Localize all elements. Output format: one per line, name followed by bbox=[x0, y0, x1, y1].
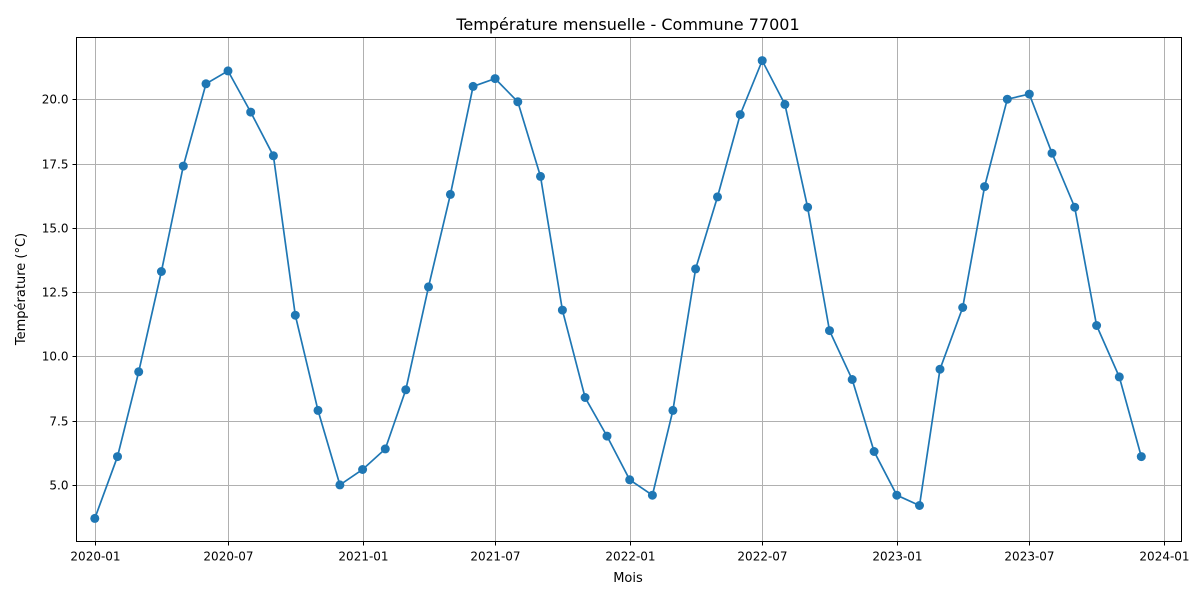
x-tick-label: 2020-07 bbox=[203, 550, 253, 564]
data-point bbox=[424, 282, 433, 292]
y-tick-label: 15.0 bbox=[42, 222, 69, 236]
x-tick-label: 2022-01 bbox=[605, 550, 655, 564]
data-point bbox=[223, 66, 233, 76]
data-point bbox=[490, 74, 500, 84]
y-tick-label: 17.5 bbox=[42, 158, 69, 172]
data-point bbox=[290, 310, 300, 320]
data-point bbox=[557, 305, 567, 315]
y-tick-label: 10.0 bbox=[42, 350, 69, 364]
data-point bbox=[156, 267, 166, 276]
data-point bbox=[1024, 89, 1034, 99]
data-point bbox=[915, 501, 924, 510]
data-point bbox=[313, 405, 323, 415]
data-point bbox=[1136, 452, 1146, 462]
chart-title: Température mensuelle - Commune 77001 bbox=[455, 15, 799, 34]
data-point bbox=[1002, 94, 1012, 104]
data-point bbox=[380, 444, 390, 454]
data-point bbox=[1092, 321, 1102, 330]
y-axis-label: Température (°C) bbox=[14, 233, 29, 346]
data-point bbox=[90, 513, 100, 523]
data-point bbox=[825, 326, 834, 336]
y-tick-label: 20.0 bbox=[42, 93, 69, 107]
data-point bbox=[1070, 202, 1080, 212]
data-point bbox=[803, 202, 813, 212]
x-tick-label: 2022-07 bbox=[737, 550, 787, 564]
x-tick-label: 2020-01 bbox=[70, 550, 120, 564]
data-point bbox=[513, 97, 523, 107]
data-point bbox=[892, 490, 902, 500]
data-point bbox=[580, 393, 590, 402]
x-tick-label: 2021-07 bbox=[470, 550, 520, 564]
data-point bbox=[178, 161, 188, 171]
temperature-line bbox=[94, 58, 1143, 519]
data-point bbox=[335, 480, 345, 490]
data-point bbox=[780, 99, 790, 109]
data-point bbox=[358, 465, 368, 474]
data-point bbox=[1114, 372, 1124, 382]
data-point bbox=[268, 151, 278, 161]
data-point bbox=[401, 385, 411, 395]
y-tick-label: 5.0 bbox=[49, 479, 68, 493]
data-point bbox=[113, 452, 122, 462]
x-tick-label: 2021-01 bbox=[338, 550, 388, 564]
data-point bbox=[757, 56, 767, 66]
data-point bbox=[468, 81, 478, 91]
data-point bbox=[935, 364, 945, 374]
y-tick-label: 7.5 bbox=[49, 415, 68, 429]
data-point bbox=[536, 171, 545, 181]
y-tick-label: 12.5 bbox=[42, 286, 69, 300]
x-axis-label: Mois bbox=[613, 571, 643, 586]
data-point bbox=[647, 490, 657, 500]
series-temperature bbox=[90, 56, 1146, 523]
data-point bbox=[1047, 148, 1057, 158]
x-tick-label: 2024-01 bbox=[1139, 550, 1189, 564]
data-point bbox=[668, 405, 678, 415]
data-point bbox=[847, 375, 857, 384]
data-point bbox=[246, 107, 256, 117]
data-point bbox=[602, 431, 612, 441]
data-point bbox=[735, 110, 745, 120]
grid bbox=[76, 37, 1182, 542]
x-tick-label: 2023-07 bbox=[1004, 550, 1054, 564]
data-point bbox=[691, 264, 701, 274]
data-point bbox=[445, 189, 455, 199]
data-point bbox=[958, 303, 968, 312]
plot-frame bbox=[76, 37, 1182, 542]
x-tick-label: 2023-01 bbox=[872, 550, 922, 564]
data-point bbox=[980, 182, 990, 192]
data-point bbox=[625, 475, 635, 485]
x-axis-ticks: 2020-01 2020-07 2021-01 2021-07 2022-01 2022-… bbox=[70, 541, 1190, 564]
data-point bbox=[201, 79, 211, 89]
data-point bbox=[869, 447, 879, 456]
data-point bbox=[713, 192, 722, 202]
data-point bbox=[134, 367, 144, 377]
y-axis-ticks: 5.0 7.5 10.0 12.5 15.0 17.5 20.0 bbox=[42, 93, 77, 493]
